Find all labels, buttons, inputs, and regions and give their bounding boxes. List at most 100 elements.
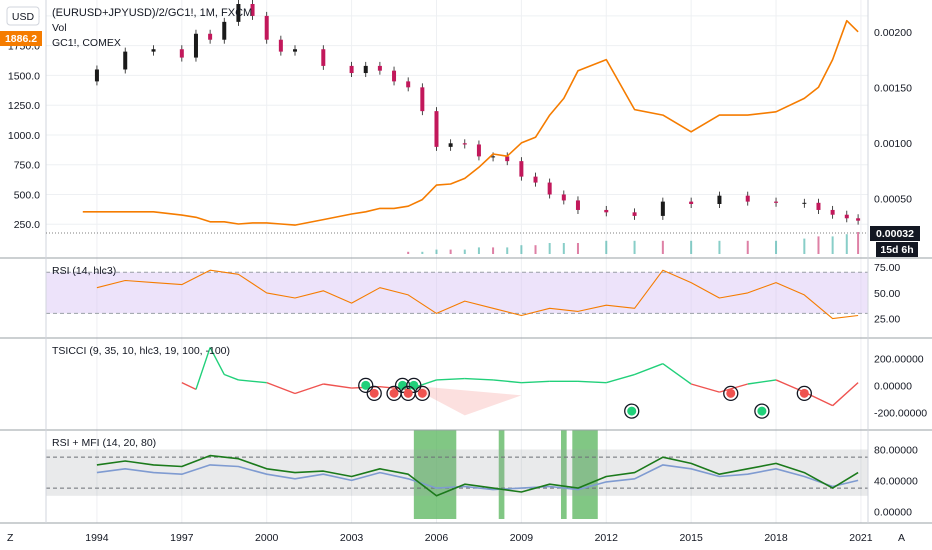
sell-signal-dot bbox=[799, 388, 809, 398]
candle-body bbox=[561, 194, 566, 201]
rsi-mfi-rsi-line bbox=[96, 454, 859, 497]
x-tick-label: 1997 bbox=[170, 532, 194, 544]
signal-zone bbox=[498, 430, 505, 519]
tsicci-segment bbox=[577, 380, 607, 384]
right-price-value: 0.00032 bbox=[876, 228, 914, 240]
x-tick-label: 2009 bbox=[510, 532, 534, 544]
overlay-symbol-label[interactable]: GC1!, COMEX bbox=[52, 37, 121, 49]
candle-body bbox=[349, 65, 354, 74]
tsicci-segment bbox=[493, 379, 522, 384]
volume-bar bbox=[576, 243, 579, 254]
candle-body bbox=[406, 81, 411, 88]
candle-body bbox=[604, 209, 609, 213]
tsicci-segment bbox=[436, 377, 465, 381]
rsi-mfi-tick-label: 40.00000 bbox=[874, 475, 918, 487]
currency-button[interactable]: USD bbox=[6, 6, 40, 26]
candle-body bbox=[632, 212, 637, 216]
volume-bar bbox=[477, 247, 480, 254]
right-price-badge: 0.00032 bbox=[870, 226, 920, 241]
candle-body bbox=[94, 69, 99, 82]
tsicci-segment bbox=[747, 379, 777, 385]
volume-bar bbox=[506, 247, 509, 254]
candle-body bbox=[462, 143, 467, 145]
tsicci-segment bbox=[294, 383, 324, 395]
volume-bar bbox=[718, 240, 721, 254]
candle-body bbox=[505, 156, 510, 162]
candle-body bbox=[151, 49, 156, 52]
sell-signal-dot bbox=[417, 388, 427, 398]
tsicci-segment bbox=[775, 379, 805, 393]
y-left-tick-label: 1500.0 bbox=[8, 70, 40, 82]
candle-body bbox=[363, 65, 368, 74]
tsicci-segment bbox=[832, 382, 859, 407]
tsicci-segment bbox=[690, 383, 720, 393]
volume-bar bbox=[407, 251, 410, 254]
signal-ring bbox=[754, 403, 770, 419]
indicator-bands bbox=[46, 271, 868, 496]
candle-body bbox=[250, 4, 255, 16]
candle-body bbox=[689, 201, 694, 204]
volume-bar bbox=[857, 232, 860, 254]
candle-body bbox=[856, 218, 861, 221]
tsicci-legend[interactable]: TSICCI (9, 35, 10, hlc3, 19, 100, -100) bbox=[52, 345, 230, 357]
rsi-line bbox=[96, 269, 859, 320]
countdown-badge: 15d 6h bbox=[876, 242, 918, 257]
tsicci-cloud bbox=[408, 385, 522, 416]
signal-ring bbox=[366, 385, 382, 402]
tsicci-tick-label: -200.00000 bbox=[874, 407, 927, 419]
volume-bar bbox=[435, 249, 438, 254]
y-left-tick-label: 1000.0 bbox=[8, 130, 40, 142]
rsi-legend[interactable]: RSI (14, hlc3) bbox=[52, 265, 116, 277]
candle-body bbox=[377, 65, 382, 71]
signal-ring bbox=[406, 377, 422, 394]
x-tick-label: 2015 bbox=[679, 532, 703, 544]
signal-markers bbox=[358, 377, 812, 419]
volume-bar bbox=[831, 236, 834, 254]
x-tick-label: 2006 bbox=[425, 532, 449, 544]
volume-bar bbox=[492, 247, 495, 254]
candle-body bbox=[434, 111, 439, 147]
x-tick-label: 2003 bbox=[340, 532, 364, 544]
rsi-mfi-tick-label: 0.00000 bbox=[874, 506, 912, 518]
y-left-tick-label: 750.0 bbox=[14, 160, 40, 172]
buy-signal-dot bbox=[627, 406, 637, 416]
volume-bar bbox=[421, 251, 424, 254]
tsicci-tick-label: 0.00000 bbox=[874, 380, 912, 392]
rsi-mfi-legend[interactable]: RSI + MFI (14, 20, 80) bbox=[52, 437, 156, 449]
rsi-tick-label: 50.00 bbox=[874, 288, 900, 300]
tsicci-segment bbox=[804, 391, 833, 407]
y-right-tick-label: 0.00200 bbox=[874, 27, 912, 39]
sell-signal-dot bbox=[389, 388, 399, 398]
tsicci-segment bbox=[323, 383, 352, 389]
tsicci-segment bbox=[181, 382, 197, 391]
candle-body bbox=[179, 49, 184, 58]
auto-scale-button[interactable]: A bbox=[898, 532, 905, 544]
signal-zone bbox=[413, 430, 457, 519]
y-right-tick-label: 0.00150 bbox=[874, 82, 912, 94]
candle-body bbox=[264, 15, 269, 40]
y-right-tick-label: 0.00100 bbox=[874, 138, 912, 150]
volume-bar bbox=[746, 240, 749, 254]
main-legend: (EURUSD+JPYUSD)/2/GC1!, 1M, FXCM Vol GC1… bbox=[52, 7, 252, 49]
tsicci-segment bbox=[464, 377, 494, 381]
grid bbox=[46, 0, 868, 523]
volume-bar bbox=[605, 240, 608, 254]
main-title: (EURUSD+JPYUSD)/2/GC1!, 1M, FXCM bbox=[52, 7, 252, 19]
candle-body bbox=[717, 195, 722, 204]
buy-signal-dot bbox=[757, 406, 767, 416]
candle-body bbox=[236, 4, 241, 22]
volume-bar bbox=[845, 234, 848, 254]
volume-bar bbox=[548, 243, 551, 254]
pane-separators bbox=[0, 0, 932, 524]
candle-body bbox=[193, 33, 198, 58]
zoom-button[interactable]: Z bbox=[7, 532, 14, 544]
candle-body bbox=[293, 49, 298, 52]
volume-bar bbox=[449, 249, 452, 254]
signal-ring bbox=[358, 377, 374, 394]
tsicci-segment bbox=[521, 380, 550, 384]
tsicci-segment bbox=[195, 347, 211, 390]
candle-body bbox=[321, 49, 326, 66]
volume-bar bbox=[775, 240, 778, 254]
